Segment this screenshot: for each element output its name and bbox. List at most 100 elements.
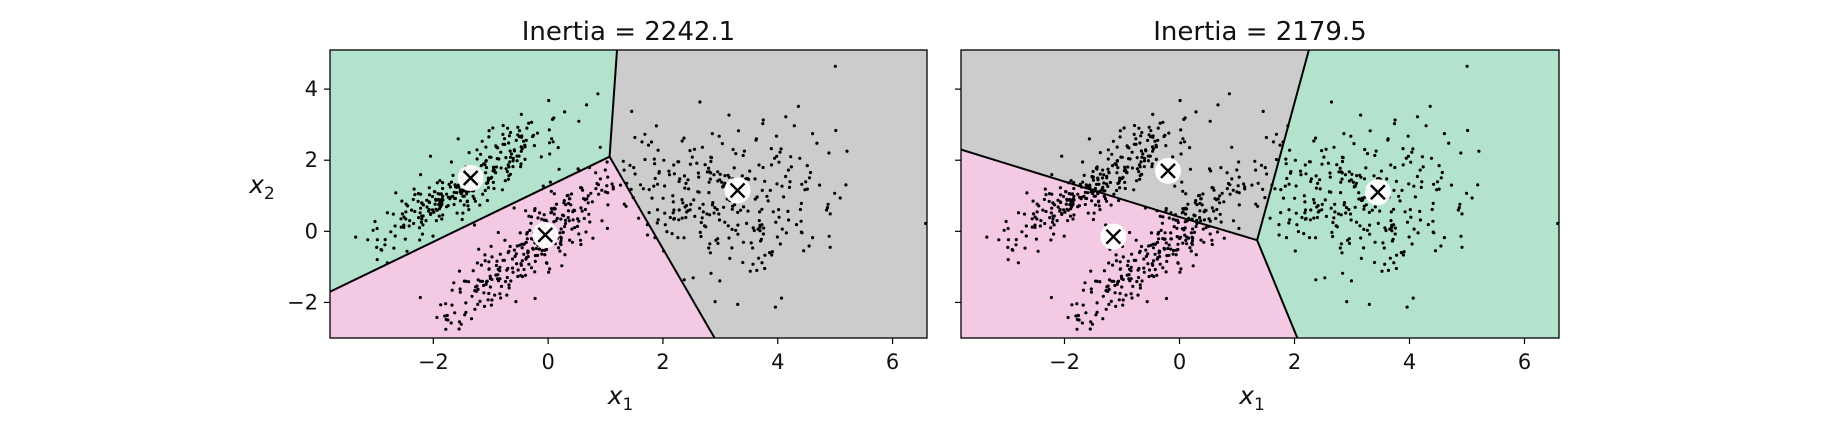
data-point bbox=[1277, 223, 1281, 227]
data-point bbox=[366, 238, 370, 242]
data-point bbox=[745, 221, 749, 225]
data-point bbox=[1129, 265, 1133, 269]
data-point bbox=[525, 237, 529, 241]
data-point bbox=[1117, 198, 1121, 203]
data-point bbox=[1106, 148, 1110, 152]
data-point bbox=[1303, 200, 1307, 204]
data-point bbox=[827, 151, 831, 155]
data-point bbox=[598, 177, 603, 181]
y-tick-label: 0 bbox=[305, 219, 318, 243]
data-point bbox=[1180, 227, 1184, 231]
data-point bbox=[1339, 180, 1343, 184]
data-point bbox=[1004, 219, 1008, 224]
data-point bbox=[1096, 178, 1100, 182]
data-point bbox=[774, 220, 778, 224]
data-point bbox=[1176, 247, 1180, 252]
data-point bbox=[1261, 109, 1265, 113]
data-point bbox=[777, 215, 781, 219]
data-point bbox=[520, 275, 525, 279]
data-point bbox=[487, 135, 491, 139]
data-point bbox=[685, 210, 689, 214]
data-point bbox=[1359, 256, 1363, 260]
data-point bbox=[1349, 134, 1353, 138]
data-point bbox=[488, 155, 492, 159]
data-point bbox=[1033, 223, 1037, 227]
data-point bbox=[1030, 225, 1034, 229]
data-point bbox=[1265, 172, 1269, 176]
data-point bbox=[491, 165, 496, 169]
data-point bbox=[1231, 219, 1236, 223]
data-point bbox=[1348, 212, 1353, 216]
data-point bbox=[1328, 171, 1332, 175]
data-point bbox=[1139, 149, 1143, 153]
data-point bbox=[1314, 186, 1318, 190]
data-point bbox=[662, 249, 666, 253]
data-point bbox=[558, 241, 563, 245]
data-point bbox=[1129, 292, 1133, 296]
data-point bbox=[1100, 187, 1104, 192]
data-point bbox=[1210, 206, 1214, 210]
data-point bbox=[457, 327, 461, 331]
data-point bbox=[375, 258, 379, 262]
data-point bbox=[1288, 171, 1293, 175]
data-point bbox=[581, 188, 585, 192]
data-point bbox=[434, 197, 438, 201]
data-point bbox=[1191, 236, 1195, 240]
data-point bbox=[1049, 238, 1053, 242]
data-point bbox=[471, 194, 475, 198]
data-point bbox=[1171, 217, 1175, 221]
data-point bbox=[1137, 275, 1141, 280]
data-point bbox=[389, 230, 393, 234]
data-point bbox=[1353, 205, 1357, 209]
data-point bbox=[437, 214, 441, 218]
data-point bbox=[1081, 180, 1085, 184]
data-point bbox=[529, 237, 534, 241]
data-point bbox=[443, 314, 447, 318]
data-point bbox=[1412, 184, 1416, 188]
data-point bbox=[1470, 196, 1474, 200]
data-point bbox=[455, 191, 459, 195]
data-point bbox=[1344, 206, 1349, 210]
centroid-marker-3 bbox=[724, 177, 751, 204]
data-point bbox=[1006, 226, 1010, 231]
axes-frame bbox=[329, 49, 928, 339]
y-tick-label: 2 bbox=[305, 148, 318, 172]
data-point bbox=[1365, 228, 1369, 232]
data-point bbox=[1465, 64, 1469, 68]
centroid-marker-1 bbox=[457, 165, 484, 191]
data-point bbox=[652, 157, 656, 161]
data-point bbox=[1146, 252, 1150, 256]
data-point bbox=[773, 305, 778, 309]
data-point bbox=[404, 217, 408, 221]
data-point bbox=[466, 204, 470, 208]
data-point bbox=[529, 215, 534, 219]
data-point bbox=[1314, 174, 1318, 178]
data-point bbox=[431, 234, 435, 238]
data-point bbox=[692, 147, 697, 151]
data-point bbox=[400, 199, 404, 203]
data-point bbox=[775, 182, 779, 186]
data-point bbox=[1146, 159, 1150, 163]
data-point bbox=[699, 220, 703, 225]
data-point bbox=[486, 178, 490, 182]
data-point bbox=[1303, 163, 1307, 167]
data-point bbox=[1231, 188, 1235, 192]
data-point bbox=[712, 211, 716, 215]
data-point bbox=[782, 195, 786, 199]
data-point bbox=[667, 173, 672, 177]
data-point bbox=[473, 307, 477, 311]
data-point bbox=[533, 296, 537, 301]
data-point bbox=[708, 242, 712, 246]
data-point bbox=[1089, 269, 1093, 273]
data-point bbox=[1318, 187, 1322, 191]
cluster-region-1 bbox=[961, 149, 1298, 338]
data-point bbox=[1184, 212, 1188, 216]
data-point bbox=[1302, 194, 1306, 198]
data-point bbox=[1284, 236, 1289, 240]
data-point bbox=[1181, 207, 1185, 211]
data-point bbox=[1165, 259, 1169, 263]
data-point bbox=[1352, 142, 1356, 146]
data-point bbox=[1349, 279, 1354, 283]
data-point bbox=[677, 160, 681, 164]
data-point bbox=[677, 179, 681, 184]
